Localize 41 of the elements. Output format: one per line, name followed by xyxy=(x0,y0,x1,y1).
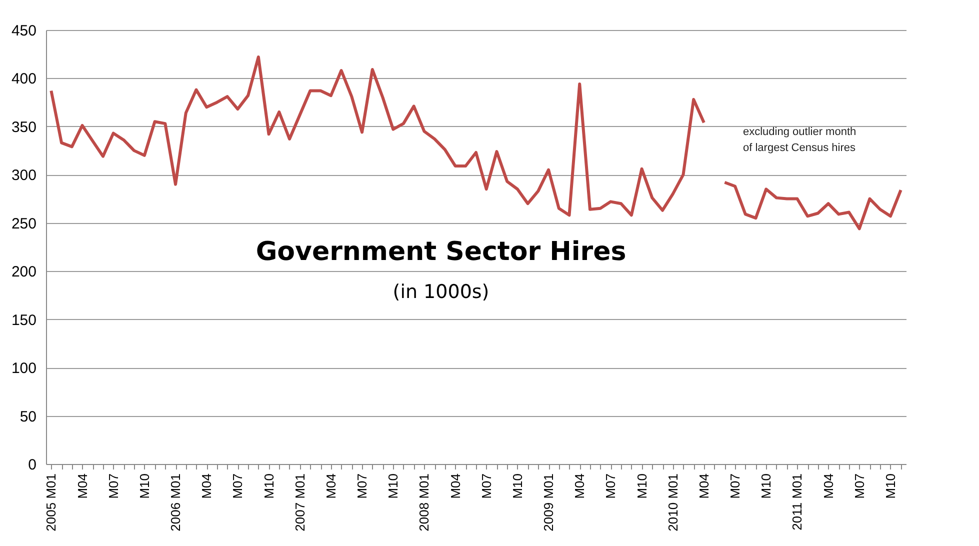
x-tick-label: 2011 M01 xyxy=(790,474,805,530)
y-tick-label: 450 xyxy=(11,22,36,40)
x-tick-label: 2008 M01 xyxy=(416,474,432,532)
x-tick-label: M04 xyxy=(572,474,588,499)
x-tick-label: 2010 M01 xyxy=(665,474,680,532)
y-tick-label: 100 xyxy=(11,360,36,378)
x-tick-label: M04 xyxy=(448,474,463,499)
x-tick-label: M10 xyxy=(510,474,525,499)
y-tick-label: 50 xyxy=(20,408,36,426)
x-tick-label: M10 xyxy=(386,474,401,499)
x-tick-label: M07 xyxy=(478,474,494,499)
x-tick-label: 2005 M01 xyxy=(44,474,59,532)
x-tick-label: M10 xyxy=(136,474,152,499)
y-tick-label: 400 xyxy=(11,70,36,88)
x-tick-label: M07 xyxy=(603,474,618,499)
x-tick-label: 2007 M01 xyxy=(292,474,308,532)
x-tick-label: 2006 M01 xyxy=(168,474,184,532)
x-tick-label: M04 xyxy=(74,474,90,499)
x-tick-label: 2009 M01 xyxy=(541,474,556,532)
x-tick-label: M04 xyxy=(323,474,338,499)
annotation: excluding outlier month of largest Census hires xyxy=(743,126,856,154)
y-tick-label: 250 xyxy=(11,215,36,232)
x-tick-label: M10 xyxy=(882,474,898,499)
x-tick-label: M07 xyxy=(728,474,743,499)
x-tick-label: M04 xyxy=(199,474,214,499)
x-tick-label: M10 xyxy=(758,474,774,499)
y-tick-label: 0 xyxy=(28,456,36,474)
y-tick-label: 150 xyxy=(11,312,36,329)
y-tick-label: 350 xyxy=(11,118,36,136)
x-tick-label: M07 xyxy=(230,474,246,499)
x-tick-label: M10 xyxy=(634,474,650,499)
text: Government Sector Hires xyxy=(256,237,626,267)
x-tick-label: M07 xyxy=(852,474,867,499)
x-tick-label: M04 xyxy=(696,474,712,499)
y-tick-label: 300 xyxy=(11,167,36,184)
x-tick-label: M10 xyxy=(261,474,276,499)
x-tick-label: M07 xyxy=(106,474,121,499)
x-tick-label: M04 xyxy=(820,474,836,499)
x-tick-label: M07 xyxy=(354,474,370,499)
y-tick-label: 200 xyxy=(11,264,36,281)
text: (in 1000s) xyxy=(392,281,490,303)
